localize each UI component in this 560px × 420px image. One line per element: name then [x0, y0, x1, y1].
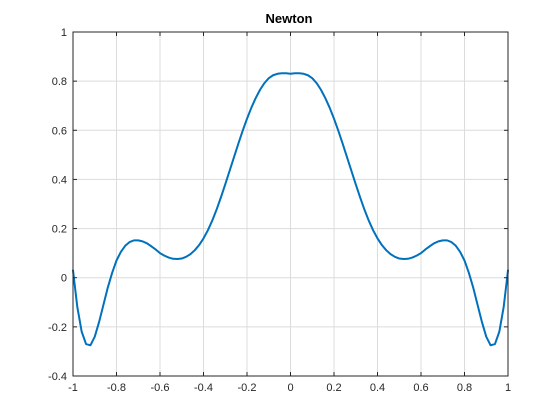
x-tick-label: -0.4	[194, 382, 213, 394]
y-tick-label: 0.8	[52, 76, 67, 88]
grid	[72, 31, 509, 377]
y-tick-label: -0.2	[48, 322, 67, 334]
x-tick-label: -0.8	[107, 382, 126, 394]
x-tick-label: 0.2	[326, 382, 341, 394]
ticks: -1 -0.8 -0.6 -0.4 -0.2 0 0.2 0.4 0.6 0.8 1 -0.4 -0.2…	[48, 27, 511, 394]
x-tick-label: 0.4	[370, 382, 385, 394]
y-tick-label: 0.4	[52, 174, 67, 186]
y-tick-label: 0	[61, 273, 67, 285]
x-tick-label: 0	[287, 382, 293, 394]
y-tick-label: 1	[61, 27, 67, 39]
x-tick-label: 1	[505, 382, 511, 394]
y-tick-label: 0.6	[52, 125, 67, 137]
x-tick-label: 0.8	[457, 382, 472, 394]
series-line-0	[72, 72, 509, 347]
x-tick-label: -0.6	[151, 382, 170, 394]
x-tick-label: -0.2	[238, 382, 257, 394]
y-tick-label: -0.4	[48, 371, 67, 383]
chart-title: Newton	[266, 11, 313, 26]
x-tick-label: 0.6	[413, 382, 428, 394]
series-layer	[72, 72, 509, 347]
y-tick-label: 0.2	[52, 224, 67, 236]
x-tick-label: -1	[68, 382, 78, 394]
